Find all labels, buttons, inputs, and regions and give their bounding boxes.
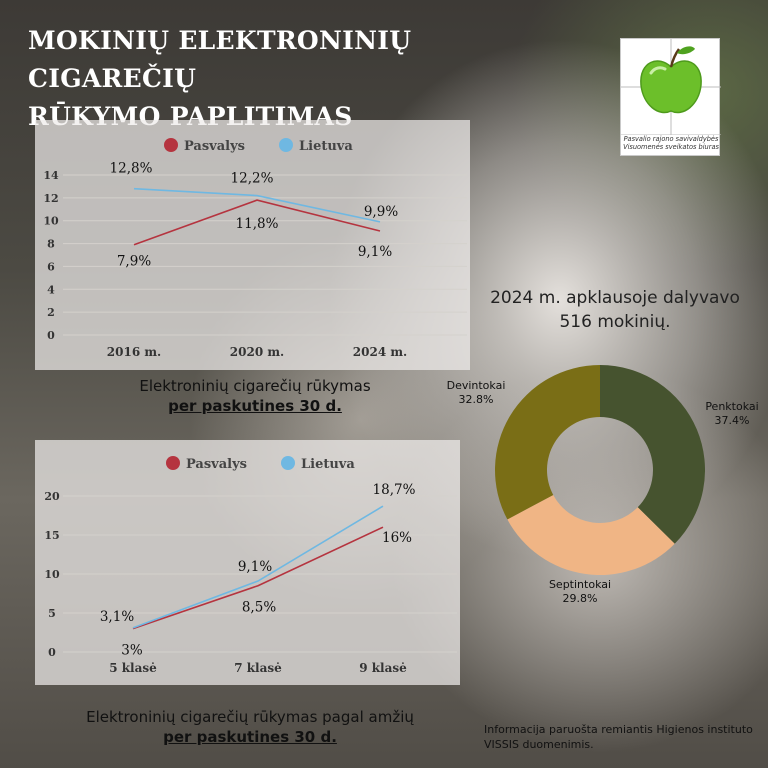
page-title: MOKINIŲ ELEKTRONINIŲ CIGAREČIŲ RŪKYMO PA…	[28, 22, 588, 136]
slice-value: 29.8%	[562, 592, 598, 605]
x-tick-label: 7 klasė	[234, 661, 282, 675]
data-label-pasvalys: 3%	[121, 643, 143, 659]
legend-label-pasvalys: Pasvalys	[186, 457, 247, 472]
y-tick-label: 10	[44, 568, 60, 581]
age-chart-panel: 0 5 10 15 20 5 klasė 7 klasė 9 klasė Pasvalys Lie…	[35, 440, 460, 685]
x-tick-label: 2020 m.	[230, 345, 284, 359]
data-label-lietuva: 12,2%	[231, 171, 274, 187]
survey-text: 2024 m. apklausoje dalyvavo 516 mokinių.	[470, 286, 760, 334]
slice-name: Penktokai	[705, 400, 759, 413]
data-label-lietuva: 3,1%	[100, 609, 134, 625]
y-tick-label: 14	[43, 169, 59, 182]
data-label-pasvalys: 11,8%	[236, 216, 279, 232]
age-caption-line-1: Elektroninių cigarečių rūkymas pagal amž…	[86, 708, 414, 726]
x-tick-label: 2024 m.	[353, 345, 407, 359]
y-tick-label: 20	[44, 490, 60, 503]
logo-text: Pasvalio rajono savivaldybės Visuomenės …	[623, 135, 719, 151]
slice-value: 37.4%	[714, 414, 750, 427]
apple-logo-icon	[621, 39, 721, 135]
slice-name: Devintokai	[446, 379, 506, 392]
source-footnote: Informacija paruošta remiantis Higienos …	[484, 723, 753, 751]
age-chart-caption: Elektroninių cigarečių rūkymas pagal amž…	[40, 707, 460, 747]
series-line-pasvalys	[132, 526, 384, 630]
slice-value: 32.8%	[458, 393, 494, 406]
trend-caption-line-2: per paskutines 30 d.	[168, 397, 342, 415]
donut-slice-devintokai	[495, 365, 600, 520]
data-label-pasvalys: 8,5%	[242, 600, 276, 616]
trend-caption-line-1: Elektroninių cigarečių rūkymas	[139, 377, 371, 395]
legend-marker	[281, 456, 295, 470]
x-tick-label: 9 klasė	[359, 661, 407, 675]
legend-marker	[279, 138, 293, 152]
y-tick-label: 6	[47, 260, 55, 273]
x-tick-label: 2016 m.	[107, 345, 161, 359]
series-line-lietuva	[132, 505, 384, 629]
legend-marker	[166, 456, 180, 470]
legend-marker	[164, 138, 178, 152]
survey-line-2: 516 mokinių.	[559, 312, 671, 332]
y-tick-label: 5	[48, 607, 56, 620]
slice-name: Septintokai	[548, 578, 612, 591]
trend-chart-caption: Elektroninių cigarečių rūkymas per pasku…	[70, 376, 440, 416]
data-label-pasvalys: 9,1%	[358, 244, 392, 260]
data-label-lietuva: 18,7%	[373, 482, 416, 498]
slice-label-devintokai: Devintokai 32.8%	[434, 379, 518, 407]
logo-text-line-1: Pasvalio rajono savivaldybės	[623, 135, 719, 143]
donut-slice-septintokai	[507, 494, 675, 575]
legend-label-lietuva: Lietuva	[301, 457, 355, 472]
data-label-lietuva: 12,8%	[110, 161, 153, 177]
title-line-1: MOKINIŲ ELEKTRONINIŲ CIGAREČIŲ	[28, 26, 412, 93]
y-tick-label: 0	[48, 646, 56, 659]
logo-text-line-2: Visuomenės sveikatos biuras	[623, 143, 719, 151]
trend-line-chart: 0 2 4 6 8 10 12 14 2016 m. 2020 m. 2024 m. Pasvalys…	[43, 138, 467, 359]
y-tick-label: 8	[47, 238, 55, 251]
data-label-pasvalys: 16%	[382, 530, 412, 546]
y-tick-label: 2	[47, 306, 55, 319]
legend-label-pasvalys: Pasvalys	[184, 139, 245, 154]
slice-label-septintokai: Septintokai 29.8%	[535, 578, 625, 606]
age-line-chart: 0 5 10 15 20 5 klasė 7 klasė 9 klasė Pasvalys Lie…	[44, 456, 457, 675]
y-tick-label: 12	[43, 192, 58, 205]
series-line-pasvalys	[133, 199, 381, 246]
y-tick-label: 0	[47, 329, 55, 342]
logo: Pasvalio rajono savivaldybės Visuomenės …	[620, 38, 721, 156]
x-tick-label: 5 klasė	[109, 661, 157, 675]
slice-label-penktokai: Penktokai 37.4%	[692, 400, 768, 428]
survey-line-1: 2024 m. apklausoje dalyvavo	[490, 288, 740, 308]
donut-slice-penktokai	[600, 365, 705, 544]
y-tick-label: 10	[43, 215, 59, 228]
legend-label-lietuva: Lietuva	[299, 139, 353, 154]
y-tick-label: 4	[47, 283, 55, 296]
class-donut-chart	[495, 365, 705, 575]
data-label-lietuva: 9,9%	[364, 204, 398, 220]
series-line-lietuva	[133, 187, 381, 223]
data-label-pasvalys: 7,9%	[117, 254, 151, 270]
age-caption-line-2: per paskutines 30 d.	[163, 728, 337, 746]
data-label-lietuva: 9,1%	[238, 559, 272, 575]
y-tick-label: 15	[44, 529, 59, 542]
trend-chart-panel: 0 2 4 6 8 10 12 14 2016 m. 2020 m. 2024 m. Pasvalys…	[35, 120, 470, 370]
